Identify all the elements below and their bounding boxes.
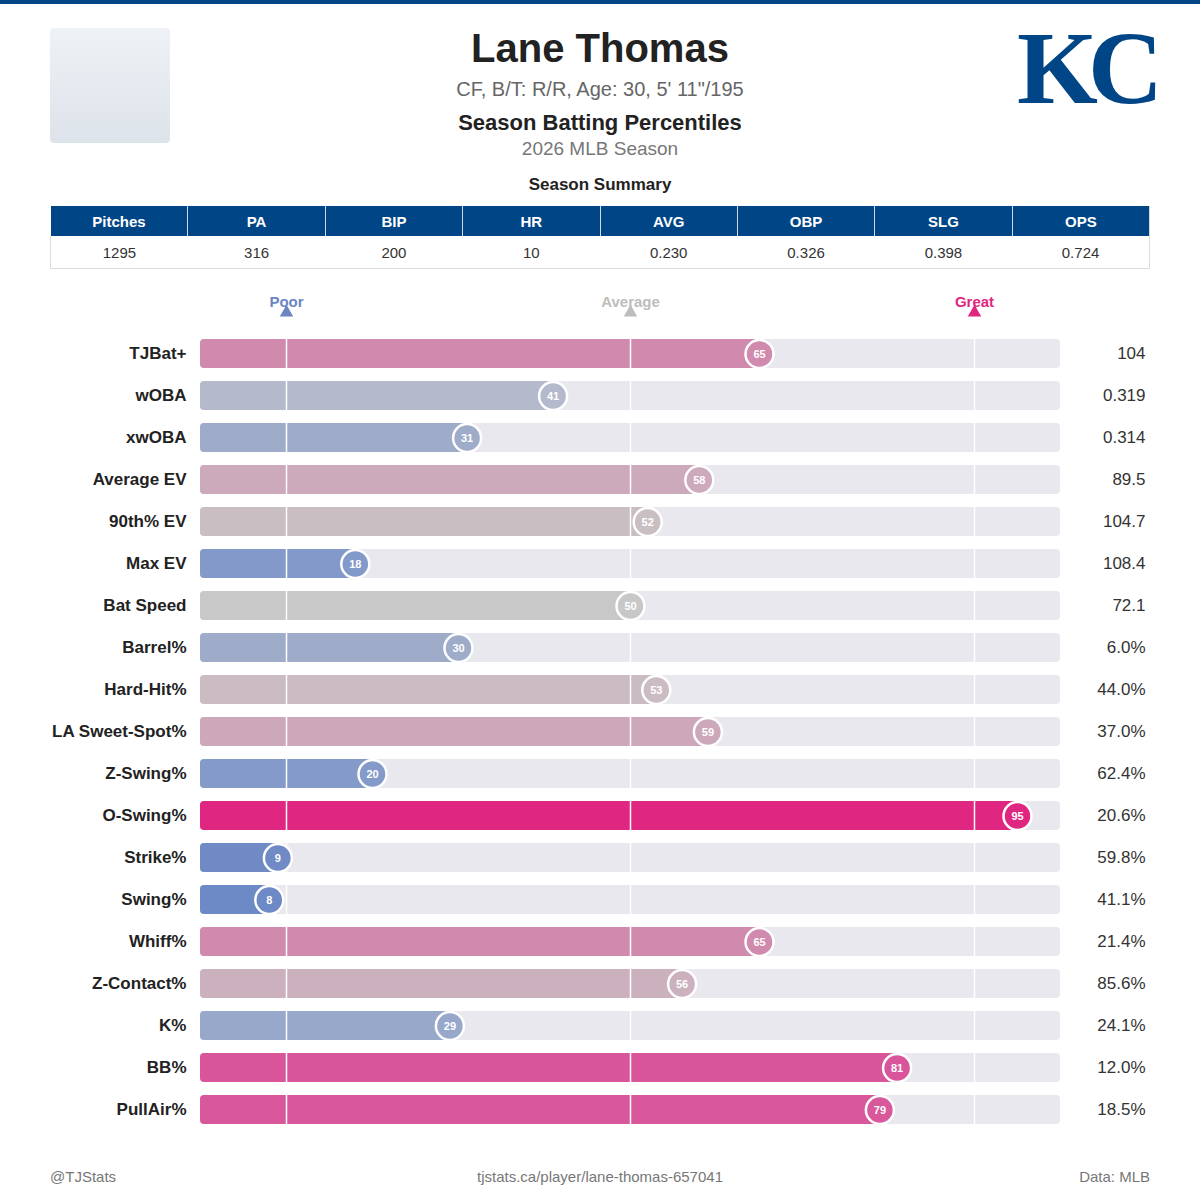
svg-text:62.4%: 62.4% — [1097, 764, 1145, 783]
svg-text:Average EV: Average EV — [93, 470, 188, 489]
svg-text:9: 9 — [275, 852, 281, 864]
html-text:Data: MLB: Data: MLB — [1079, 1168, 1150, 1185]
svg-text:Whiff%: Whiff% — [129, 932, 187, 951]
svg-text:Great: Great — [955, 293, 994, 310]
svg-text:Barrel%: Barrel% — [122, 638, 186, 657]
svg-text:56: 56 — [676, 978, 688, 990]
svg-text:Z-Swing%: Z-Swing% — [105, 764, 186, 783]
svg-text:90th% EV: 90th% EV — [109, 512, 187, 531]
svg-text:58: 58 — [693, 474, 705, 486]
svg-text:18.5%: 18.5% — [1097, 1100, 1145, 1119]
html-text:10: 10 — [523, 243, 540, 261]
svg-text:53: 53 — [650, 684, 662, 696]
svg-text:O-Swing%: O-Swing% — [102, 806, 186, 825]
html-text:Lane Thomas: Lane Thomas — [471, 26, 729, 70]
svg-text:20: 20 — [366, 768, 378, 780]
html-text:KC: KC — [1017, 10, 1153, 125]
svg-text:81: 81 — [891, 1062, 903, 1074]
html-text:CF, B/T: R/R, Age: 30, 5' 11"/: CF, B/T: R/R, Age: 30, 5' 11"/195 — [456, 78, 744, 100]
svg-text:BB%: BB% — [147, 1058, 187, 1077]
html-text:0.398: 0.398 — [924, 243, 963, 261]
svg-text:LA Sweet-Spot%: LA Sweet-Spot% — [52, 722, 186, 741]
svg-text:Poor: Poor — [269, 293, 303, 310]
svg-text:18: 18 — [349, 558, 361, 570]
html-text:@TJStats: @TJStats — [50, 1168, 117, 1185]
svg-text:0.314: 0.314 — [1103, 428, 1146, 447]
html-text:Pitches: Pitches — [92, 212, 146, 230]
svg-text:6.0%: 6.0% — [1107, 638, 1146, 657]
svg-text:Bat Speed: Bat Speed — [103, 596, 186, 615]
html-text:316: 316 — [244, 243, 270, 261]
svg-text:85.6%: 85.6% — [1097, 974, 1145, 993]
html-text:AVG: AVG — [653, 212, 685, 230]
svg-text:wOBA: wOBA — [135, 386, 187, 405]
html-text:Season Summary: Season Summary — [528, 175, 672, 194]
svg-text:21.4%: 21.4% — [1097, 932, 1145, 951]
svg-text:Strike%: Strike% — [124, 848, 186, 867]
html-text:2026 MLB Season: 2026 MLB Season — [521, 138, 679, 159]
html-text:tjstats.ca/player/lane-thomas-: tjstats.ca/player/lane-thomas-657041 — [477, 1168, 723, 1185]
svg-text:95: 95 — [1011, 810, 1023, 822]
svg-text:65: 65 — [753, 936, 765, 948]
html-text:BIP: BIP — [381, 212, 407, 230]
svg-text:12.0%: 12.0% — [1097, 1058, 1145, 1077]
svg-text:52: 52 — [642, 516, 654, 528]
svg-text:44.0%: 44.0% — [1097, 680, 1145, 699]
html-text:OPS: OPS — [1065, 212, 1097, 230]
html-text:OBP: OBP — [789, 212, 823, 230]
svg-text:Average: Average — [601, 293, 660, 310]
svg-text:79: 79 — [874, 1104, 886, 1116]
svg-text:20.6%: 20.6% — [1097, 806, 1145, 825]
svg-text:Z-Contact%: Z-Contact% — [92, 974, 186, 993]
svg-text:59: 59 — [702, 726, 714, 738]
svg-text:0.319: 0.319 — [1103, 386, 1146, 405]
html-text:0.724: 0.724 — [1061, 243, 1100, 261]
html-text:Season Batting Percentiles: Season Batting Percentiles — [458, 110, 742, 135]
svg-text:Hard-Hit%: Hard-Hit% — [104, 680, 186, 699]
svg-text:31: 31 — [461, 432, 473, 444]
svg-text:30: 30 — [452, 642, 464, 654]
svg-text:89.5: 89.5 — [1112, 470, 1145, 489]
svg-text:41.1%: 41.1% — [1097, 890, 1145, 909]
html-text:0.230: 0.230 — [649, 243, 688, 261]
svg-text:37.0%: 37.0% — [1097, 722, 1145, 741]
svg-text:104: 104 — [1117, 344, 1145, 363]
svg-text:72.1: 72.1 — [1112, 596, 1145, 615]
svg-text:Swing%: Swing% — [121, 890, 186, 909]
svg-text:41: 41 — [547, 390, 559, 402]
html-text:200: 200 — [381, 243, 407, 261]
svg-text:K%: K% — [159, 1016, 186, 1035]
svg-text:Max EV: Max EV — [126, 554, 187, 573]
svg-text:xwOBA: xwOBA — [126, 428, 186, 447]
svg-text:8: 8 — [266, 894, 272, 906]
svg-text:50: 50 — [624, 600, 636, 612]
svg-text:65: 65 — [753, 348, 765, 360]
svg-text:29: 29 — [444, 1020, 456, 1032]
html-text:PA: PA — [246, 212, 267, 230]
html-text:HR: HR — [520, 212, 543, 230]
html-text:1295: 1295 — [102, 243, 137, 261]
svg-text:104.7: 104.7 — [1103, 512, 1146, 531]
svg-text:24.1%: 24.1% — [1097, 1016, 1145, 1035]
svg-text:TJBat+: TJBat+ — [129, 344, 186, 363]
svg-text:108.4: 108.4 — [1103, 554, 1146, 573]
html-text:SLG: SLG — [928, 212, 959, 230]
html-text:0.326: 0.326 — [787, 243, 825, 261]
svg-text:PullAir%: PullAir% — [117, 1100, 187, 1119]
svg-text:59.8%: 59.8% — [1097, 848, 1145, 867]
